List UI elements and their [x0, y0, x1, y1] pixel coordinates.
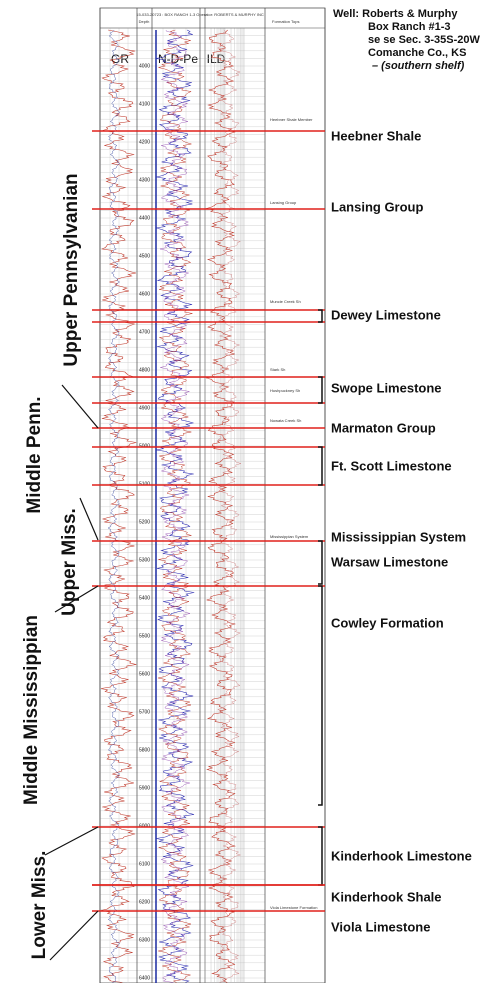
- strat-label: Upper Miss.: [59, 508, 80, 616]
- well-info: Well: Roberts & Murphy: [333, 8, 458, 20]
- formation-bracket: [318, 376, 323, 404]
- depth-label: 4000: [139, 63, 150, 69]
- strat-label: Middle Penn.: [24, 396, 45, 513]
- strat-connector: [54, 585, 99, 613]
- well-info: Box Ranch #1-3: [368, 21, 451, 33]
- depth-label: 6300: [139, 937, 150, 943]
- depth-label: 5500: [139, 633, 150, 639]
- formation-label: Kinderhook Limestone: [331, 848, 472, 863]
- formation-top-label: Heebner Shale Member: [270, 117, 313, 122]
- formation-label: Dewey Limestone: [331, 307, 441, 322]
- strat-connector: [79, 497, 99, 541]
- depth-label: 5400: [139, 595, 150, 601]
- log-curve: [216, 29, 242, 983]
- formation-label: Cowley Formation: [331, 615, 444, 630]
- depth-label: 4100: [139, 101, 150, 107]
- gr-track-label: GR: [111, 52, 129, 66]
- depth-label: 5700: [139, 709, 150, 715]
- well-info: – (southern shelf): [372, 60, 465, 72]
- strat-label: Upper Pennsylvanian: [61, 173, 82, 366]
- formation-label: Mississippian System: [331, 529, 466, 544]
- log-curves: [100, 29, 242, 983]
- formation-label: Heebner Shale: [331, 128, 421, 143]
- log-curve: [205, 29, 236, 983]
- depth-label: 5900: [139, 785, 150, 791]
- depth-label: 5200: [139, 519, 150, 525]
- depth-label: 4900: [139, 405, 150, 411]
- formation-label: Lansing Group: [331, 199, 424, 214]
- log-curve: [159, 29, 191, 983]
- depth-label: 4300: [139, 177, 150, 183]
- formation-top-label: Mississippian System: [270, 534, 309, 539]
- well-info: se se Sec. 3-35S-20W: [368, 34, 481, 46]
- depth-label: 4200: [139, 139, 150, 145]
- log-curve: [107, 29, 121, 983]
- formation-label: Swope Limestone: [331, 380, 442, 395]
- depth-label: 6400: [139, 975, 150, 981]
- depth-label: 4700: [139, 329, 150, 335]
- depth-label: 6200: [139, 899, 150, 905]
- log-curve: [157, 29, 193, 983]
- formation-top-label: Muncie Creek Sh: [270, 299, 301, 304]
- ild-track-label: ILD: [207, 52, 226, 66]
- well-info: Comanche Co., KS: [368, 47, 466, 59]
- depth-label: 5600: [139, 671, 150, 677]
- formation-label: Kinderhook Shale: [331, 889, 442, 904]
- formation-label: Viola Limestone: [331, 919, 430, 934]
- annotations: 4000 4100 4200 4300 4400 4500 4600 4700 4800 4900…: [21, 63, 472, 981]
- depth-label: 4500: [139, 253, 150, 259]
- depth-label: 5300: [139, 557, 150, 563]
- strat-connector: [61, 384, 99, 429]
- formation-top-label: Lansing Group: [270, 200, 297, 205]
- strat-connector: [49, 910, 99, 961]
- formation-top-label: Viola Limestone Formation: [270, 905, 318, 910]
- formation-top-label: Hushpuckney Sh: [270, 388, 300, 393]
- depth-label: 4400: [139, 215, 150, 221]
- formation-bracket: [318, 446, 323, 486]
- tops-track-label: Formation Tops: [272, 19, 300, 24]
- depth-label: 6100: [139, 861, 150, 867]
- formation-bracket: [318, 309, 323, 323]
- formation-top-label: Stark Sh: [270, 367, 285, 372]
- formation-label: Warsaw Limestone: [331, 554, 448, 569]
- depth-track-label: Depth: [139, 19, 150, 24]
- strat-label: Middle Mississippian: [21, 615, 42, 805]
- log-curve: [155, 29, 195, 983]
- formation-label: Marmaton Group: [331, 420, 436, 435]
- depth-label: 5800: [139, 747, 150, 753]
- log-curve: [100, 29, 137, 983]
- formation-label: Ft. Scott Limestone: [331, 458, 452, 473]
- formation-bracket: [318, 585, 323, 806]
- depth-label: 4800: [139, 367, 150, 373]
- strat-label: Lower Miss.: [29, 851, 50, 960]
- formation-top-label: Nowata Creek Sh: [270, 418, 301, 423]
- formation-bracket: [318, 540, 323, 585]
- depth-label: 4600: [139, 291, 150, 297]
- strat-connector: [44, 826, 99, 856]
